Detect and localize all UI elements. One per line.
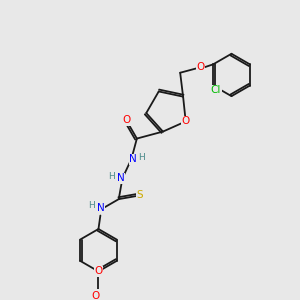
Text: N: N [97,203,104,213]
Text: H: H [139,153,145,162]
Text: N: N [129,154,137,164]
Text: Cl: Cl [211,85,221,95]
Text: O: O [182,116,190,126]
Text: O: O [92,292,100,300]
Text: N: N [117,173,124,183]
Text: H: H [108,172,115,181]
Text: H: H [88,201,95,210]
Text: O: O [94,266,103,276]
Text: O: O [122,115,130,125]
Text: S: S [136,190,143,200]
Text: O: O [196,62,205,72]
